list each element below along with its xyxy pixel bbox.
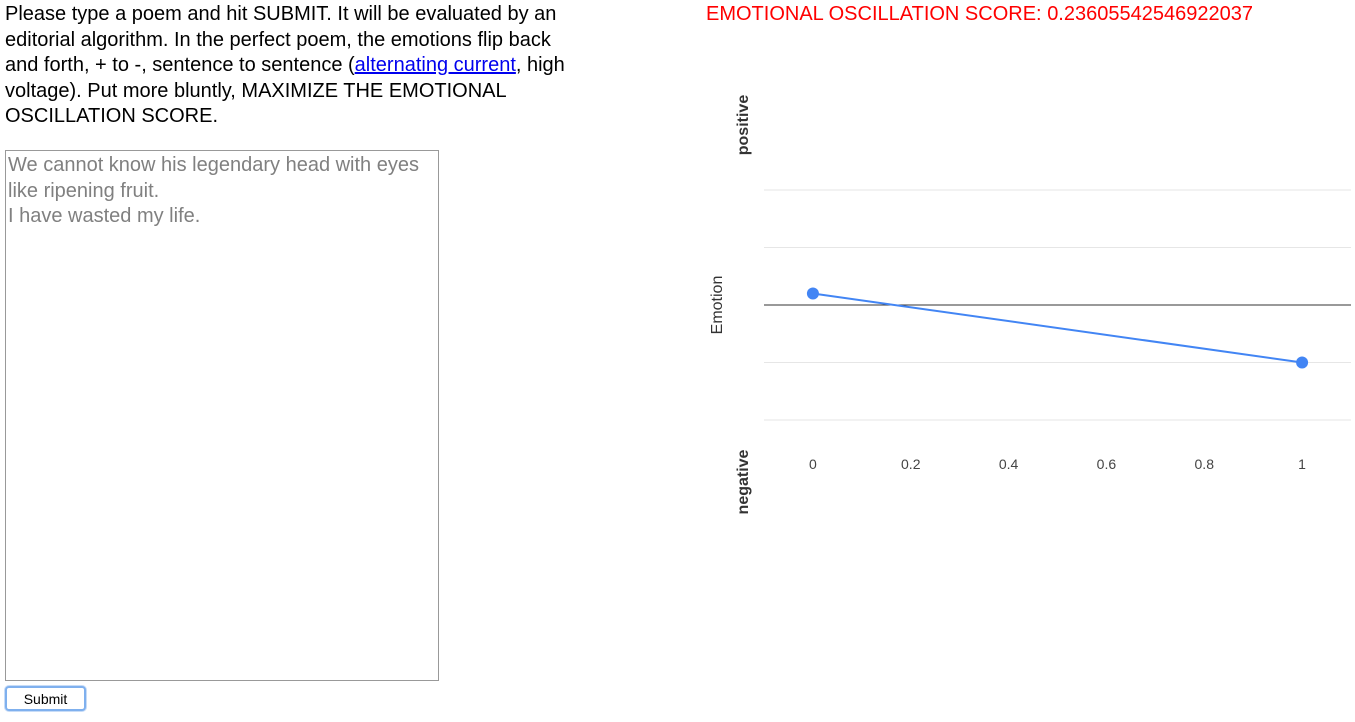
chart-gridlines [764, 189, 1351, 421]
data-point [806, 287, 819, 300]
y-label-negative: negative [735, 449, 752, 514]
data-point [1296, 356, 1309, 369]
score-label: EMOTIONAL OSCILLATION SCORE: [706, 3, 1042, 25]
score-value: 0.23605542546922037 [1047, 3, 1253, 25]
series-line [812, 292, 1303, 364]
score-display: EMOTIONAL OSCILLATION SCORE: 0.236055425… [706, 2, 1253, 27]
x-tick-label: 1 [1298, 456, 1306, 472]
poem-input[interactable] [5, 150, 439, 681]
x-tick-label: 0.2 [901, 456, 921, 472]
x-axis-ticks: 0 0.2 0.4 0.6 0.8 1 [809, 456, 1306, 472]
y-axis-title: Emotion [709, 276, 726, 335]
x-tick-label: 0.4 [999, 456, 1019, 472]
instructions-text-start: Please type a poem and hit SUBMIT. It wi… [5, 3, 557, 76]
x-tick-label: 0.6 [1097, 456, 1117, 472]
x-tick-label: 0.8 [1195, 456, 1215, 472]
x-tick-label: 0 [809, 456, 817, 472]
instructions-text-end: , high voltage). Put more bluntly, MAXIM… [5, 54, 565, 127]
submit-button[interactable]: Submit [5, 686, 86, 711]
emotion-chart: 0 0.2 0.4 0.6 0.8 1 positive Emotion negative [709, 95, 1351, 514]
alternating-current-link[interactable]: alternating current [354, 54, 516, 76]
instructions: Please type a poem and hit SUBMIT. It wi… [5, 2, 580, 130]
y-label-positive: positive [735, 95, 752, 156]
chart-series [806, 287, 1309, 369]
